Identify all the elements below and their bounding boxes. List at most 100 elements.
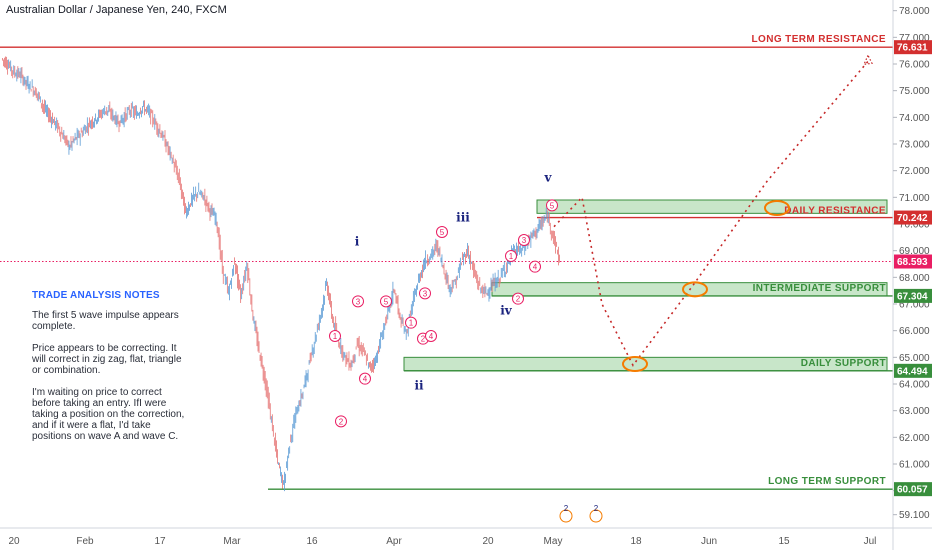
levels-layer: LONG TERM RESISTANCE DAILY RESISTANCE INTE… [0, 34, 893, 490]
notes-paragraph-1: The first 5 wave impulse appears complet… [32, 310, 179, 332]
time-tick-label: 18 [630, 536, 642, 547]
wave-label-minor: 2 [421, 335, 426, 344]
time-tick-label: 15 [778, 536, 790, 547]
wave-label-minor-circle [546, 199, 558, 212]
wave-label-minor: 3 [423, 289, 428, 298]
price-tick-label: 71.000 [899, 193, 930, 204]
price-tick-label: 73.000 [899, 140, 930, 151]
wave-label-minor-circle [505, 250, 517, 262]
time-tick-label: Apr [386, 536, 402, 547]
wave-label-primary: iv [500, 304, 513, 318]
price-axis[interactable]: 78.000 77.000 76.000 75.000 74.000 73.000 72.0… [892, 0, 932, 550]
level-price-label: 76.631 [897, 43, 928, 54]
time-tick-label: Jul [864, 536, 877, 547]
wave-label-minor: 4 [533, 263, 538, 272]
wave-label-minor: 1 [509, 252, 514, 261]
level-price-tag [894, 288, 932, 303]
price-tick-label: 78.000 [899, 6, 930, 17]
projection-layer [553, 53, 873, 372]
current-price-label: 68.593 [897, 257, 928, 268]
highlight-ellipse [622, 356, 648, 372]
wave-label-primary: iii [456, 210, 470, 224]
wave-label-minor: 4 [363, 375, 368, 384]
trade-analysis-notes: TRADE ANALYSIS NOTES The first 5 wave im… [32, 290, 212, 453]
time-tick-label: 20 [482, 536, 494, 547]
wave-label-minor: 2 [516, 295, 521, 304]
wave-label-primary: i [355, 234, 360, 248]
highlight-ellipse [682, 281, 708, 298]
level-label: LONG TERM RESISTANCE [752, 34, 886, 45]
price-tick-label: 68.000 [899, 273, 930, 284]
price-tick-label: 70.000 [899, 220, 930, 231]
price-tick-label: 72.000 [899, 166, 930, 177]
level-price-label: 67.304 [897, 291, 928, 302]
wave-label-minor-circle [359, 372, 371, 385]
wave-label-minor: 2 [339, 417, 344, 426]
wave-label-minor: 3 [522, 236, 527, 245]
time-tick-label: 16 [306, 536, 318, 547]
wave-label-minor: 1 [333, 332, 338, 341]
level-price-label: 60.057 [897, 485, 928, 496]
price-tick-label: 67.000 [899, 300, 930, 311]
notes-paragraph-3: I'm waiting on price to correct before t… [32, 387, 185, 442]
event-marker-label: 2 [594, 504, 599, 513]
symbol-header: Australian Dollar / Japanese Yen, 240, F… [6, 4, 227, 16]
price-tick-label: 64.000 [899, 380, 930, 391]
wave-label-minor-circle [425, 330, 437, 342]
level-price-tag [894, 210, 932, 225]
level-price-tag [894, 482, 932, 497]
wave-label-minor-circle [512, 292, 524, 305]
price-tick-label: 59.100 [899, 510, 930, 521]
event-marker-label: 2 [564, 504, 569, 513]
wave-label-primary: ii [414, 378, 424, 392]
current-price-tag [894, 254, 932, 269]
wave-label-minor-circle [380, 295, 392, 308]
price-tick-label: 63.000 [899, 406, 930, 417]
event-marker-circle [559, 509, 573, 523]
level-label: LONG TERM SUPPORT [768, 476, 886, 487]
projection-arrowhead [863, 53, 873, 66]
notes-title: TRADE ANALYSIS NOTES [32, 290, 160, 301]
price-tick-label: 61.000 [899, 460, 930, 471]
price-tick-label: 77.000 [899, 33, 930, 44]
time-tick-label: Mar [223, 536, 241, 547]
wave-label-primary: v [544, 170, 553, 184]
wave-label-minor-circle [518, 234, 530, 246]
time-axis[interactable]: 20 Feb 17 Mar 16 Apr 20 May 18 Jun 15 Jul 2 2 [0, 504, 932, 547]
level-price-tag [894, 40, 932, 55]
wave-label-minor: 5 [440, 228, 445, 237]
notes-paragraph-2: Price appears to be correcting. It will … [32, 343, 182, 376]
price-tick-label: 76.000 [899, 60, 930, 71]
projection-path [553, 60, 869, 367]
event-marker-circle [589, 509, 603, 523]
wave-label-minor-circle [329, 330, 341, 342]
wave-label-minor-circle [335, 415, 347, 428]
wave-label-minor-circle [436, 226, 448, 238]
candles-layer [2, 56, 560, 492]
wave-label-minor-circle [405, 316, 417, 329]
wave-label-minor-circle [529, 260, 541, 273]
level-label: DAILY RESISTANCE [784, 206, 886, 217]
price-tick-label: 75.000 [899, 86, 930, 97]
wave-label-minor: 5 [550, 201, 555, 210]
price-tick-label: 74.000 [899, 113, 930, 124]
level-price-label: 64.494 [897, 366, 928, 377]
level-price-label: 70.242 [897, 213, 928, 224]
wave-label-minor-circle [419, 287, 431, 300]
time-tick-label: Feb [76, 536, 94, 547]
daily-resistance-zone [536, 199, 888, 214]
level-label: DAILY SUPPORT [801, 358, 886, 369]
wave-label-minor: 3 [356, 297, 361, 306]
wave-label-minor: 4 [429, 332, 434, 341]
time-tick-label: May [544, 536, 563, 547]
price-tick-label: 62.000 [899, 433, 930, 444]
time-tick-label: 20 [8, 536, 20, 547]
level-label: INTERMEDIATE SUPPORT [753, 283, 886, 294]
price-tick-label: 69.000 [899, 246, 930, 257]
highlight-ellipse [764, 200, 790, 216]
wave-label-minor: 1 [409, 319, 414, 328]
time-tick-label: Jun [701, 536, 717, 547]
price-tick-label: 65.000 [899, 353, 930, 364]
